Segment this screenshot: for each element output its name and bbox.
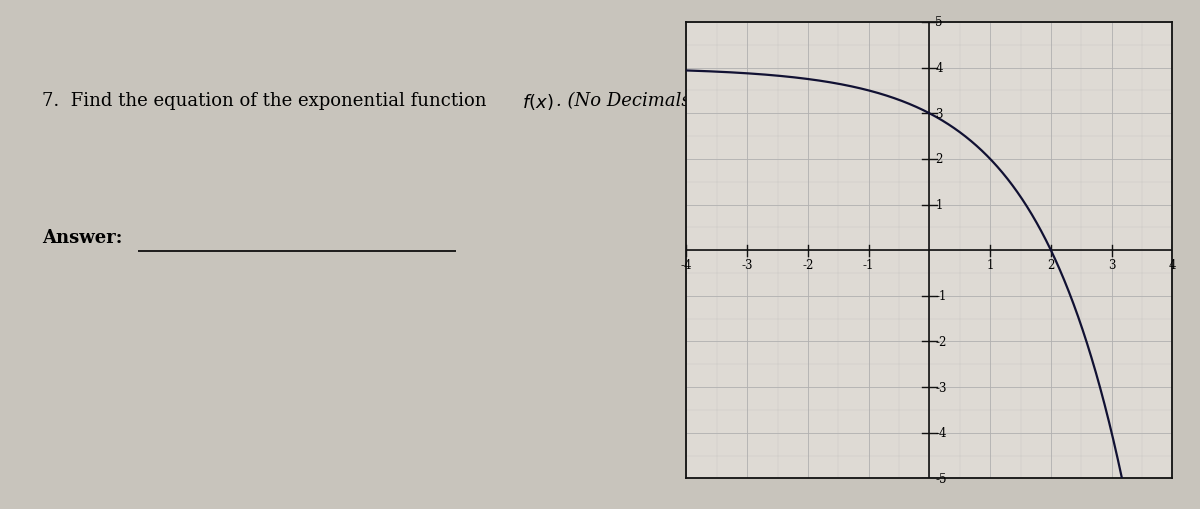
Text: -1: -1: [863, 259, 875, 272]
Text: 3: 3: [936, 107, 943, 121]
Text: 2: 2: [1048, 259, 1055, 272]
Text: -2: -2: [803, 259, 814, 272]
Text: -4: -4: [680, 259, 692, 272]
Text: -3: -3: [936, 381, 947, 394]
Text: 3: 3: [1108, 259, 1116, 272]
Text: 1: 1: [986, 259, 994, 272]
Text: $\mathbf{\mathit{f(x)}}$: $\mathbf{\mathit{f(x)}}$: [522, 92, 553, 111]
Text: -2: -2: [936, 335, 947, 348]
Text: -5: -5: [936, 472, 947, 485]
Text: . (No Decimals): . (No Decimals): [556, 92, 697, 109]
Text: Answer:: Answer:: [42, 229, 122, 247]
Text: -3: -3: [742, 259, 752, 272]
Text: 1: 1: [936, 199, 943, 212]
Text: 4: 4: [936, 62, 943, 75]
Text: 2: 2: [936, 153, 943, 166]
Text: 4: 4: [1169, 259, 1176, 272]
Text: -1: -1: [936, 290, 947, 303]
Text: 7.  Find the equation of the exponential function: 7. Find the equation of the exponential …: [42, 92, 492, 109]
Text: 5: 5: [936, 16, 943, 30]
Text: -4: -4: [936, 427, 947, 439]
